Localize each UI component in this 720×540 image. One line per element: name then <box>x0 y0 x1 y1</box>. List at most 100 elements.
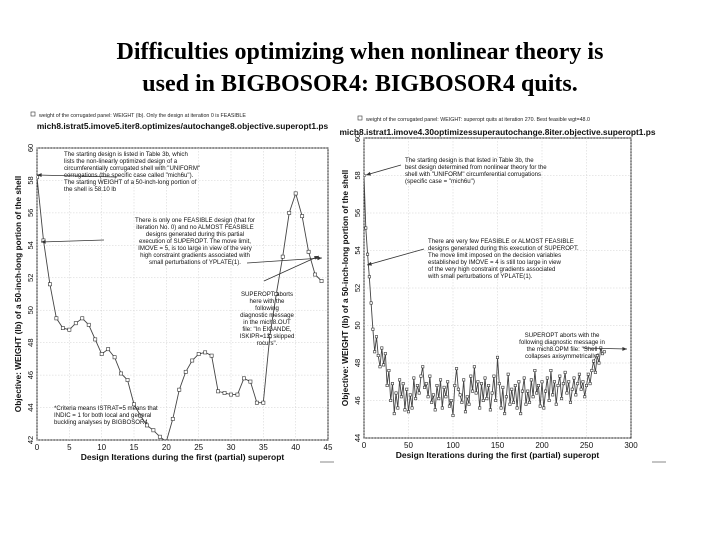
data-point <box>547 398 551 402</box>
slide-title-line2: used in BIGBOSOR4: BIGBOSOR4 quits. <box>142 71 578 97</box>
annotation-arrow <box>40 239 105 243</box>
data-point <box>510 387 514 391</box>
data-point <box>536 383 540 387</box>
data-point <box>190 358 195 363</box>
chart-legend: weight of the corrugated panel: WEIGHT (… <box>39 113 246 119</box>
data-point <box>544 389 548 393</box>
data-point <box>577 372 581 376</box>
y-tick-label: 48 <box>26 338 35 346</box>
annotation-arrow <box>365 164 402 176</box>
data-point <box>367 275 371 279</box>
data-point <box>504 395 508 399</box>
data-point <box>177 387 182 392</box>
data-point <box>494 398 498 402</box>
data-point <box>506 372 510 376</box>
data-point <box>549 368 553 372</box>
legend-marker <box>357 115 363 121</box>
data-point <box>554 402 558 406</box>
data-point <box>394 391 398 395</box>
data-point <box>274 292 279 296</box>
y-tick-label: 54 <box>353 246 362 254</box>
data-point <box>151 428 156 433</box>
data-point <box>319 279 324 283</box>
data-point <box>248 379 253 384</box>
left-chart: weight of the corrugated panel: WEIGHT (… <box>13 111 334 463</box>
data-point <box>183 369 188 374</box>
y-tick-label: 56 <box>26 209 35 217</box>
x-axis-label: Design Iterations during the first (part… <box>81 452 285 462</box>
data-point <box>478 406 482 410</box>
data-point <box>437 397 441 401</box>
x-tick-label: 100 <box>446 441 460 450</box>
data-point <box>396 406 400 410</box>
data-point <box>401 382 405 386</box>
y-tick-label: 58 <box>26 176 35 184</box>
data-point <box>565 391 569 395</box>
data-point <box>447 404 451 408</box>
x-tick-label: 0 <box>362 441 367 450</box>
data-point <box>524 402 528 406</box>
data-point <box>132 402 136 407</box>
y-tick-label: 52 <box>26 274 35 282</box>
data-point <box>235 392 240 397</box>
data-point <box>216 389 220 394</box>
data-point <box>572 376 576 380</box>
data-point <box>119 371 123 376</box>
data-point <box>392 412 396 416</box>
data-point <box>60 326 65 330</box>
data-point <box>545 376 549 380</box>
y-tick-label: 46 <box>353 396 362 404</box>
data-point <box>574 393 578 397</box>
data-point <box>280 254 285 259</box>
data-point <box>242 376 246 381</box>
data-point <box>602 350 606 354</box>
x-tick-label: 250 <box>580 441 594 450</box>
data-point <box>590 368 594 372</box>
data-point <box>423 385 427 389</box>
y-tick-label: 60 <box>353 134 362 142</box>
y-tick-label: 58 <box>353 171 362 179</box>
data-point <box>431 393 435 397</box>
data-point <box>469 374 473 378</box>
data-point <box>487 383 491 387</box>
y-tick-label: 48 <box>353 359 362 367</box>
data-point <box>287 210 292 215</box>
data-point <box>37 175 39 180</box>
series-group <box>37 175 324 440</box>
data-point <box>267 334 272 339</box>
data-point <box>382 363 386 367</box>
data-point <box>93 337 98 342</box>
data-point <box>157 434 162 439</box>
data-point <box>403 408 407 412</box>
series-group <box>364 174 606 417</box>
data-point <box>406 410 410 414</box>
data-point <box>440 406 444 410</box>
data-point <box>485 397 489 401</box>
annotation-1: The starting design is listed in Table 3… <box>64 151 200 193</box>
x-tick-label: 40 <box>291 443 300 452</box>
data-point <box>374 335 378 339</box>
data-point <box>86 322 91 327</box>
data-point <box>170 417 175 421</box>
annotation-1: The starting design is that listed in Ta… <box>405 157 547 185</box>
data-point <box>528 400 532 404</box>
arrow-head <box>41 239 46 244</box>
y-tick-label: 46 <box>26 371 35 379</box>
data-point <box>568 400 572 404</box>
data-point <box>112 355 117 360</box>
data-point <box>481 398 485 402</box>
data-point <box>519 412 523 416</box>
data-point <box>463 410 467 414</box>
data-point <box>538 404 542 408</box>
x-tick-label: 50 <box>404 441 413 450</box>
data-point <box>364 174 366 178</box>
data-point <box>517 380 521 384</box>
arrow-head <box>314 256 319 260</box>
x-tick-label: 35 <box>259 443 268 452</box>
data-point <box>495 355 499 359</box>
data-point <box>138 413 143 418</box>
data-point <box>499 406 503 410</box>
data-point <box>465 395 469 399</box>
data-point <box>570 387 574 391</box>
data-point <box>508 402 512 406</box>
